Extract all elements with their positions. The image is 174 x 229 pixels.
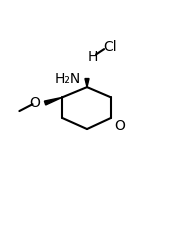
- Polygon shape: [44, 97, 62, 105]
- Text: O: O: [114, 119, 125, 133]
- Text: H: H: [88, 50, 98, 64]
- Text: H₂N: H₂N: [54, 71, 81, 86]
- Text: O: O: [29, 96, 40, 110]
- Polygon shape: [85, 79, 89, 87]
- Text: Cl: Cl: [103, 40, 117, 54]
